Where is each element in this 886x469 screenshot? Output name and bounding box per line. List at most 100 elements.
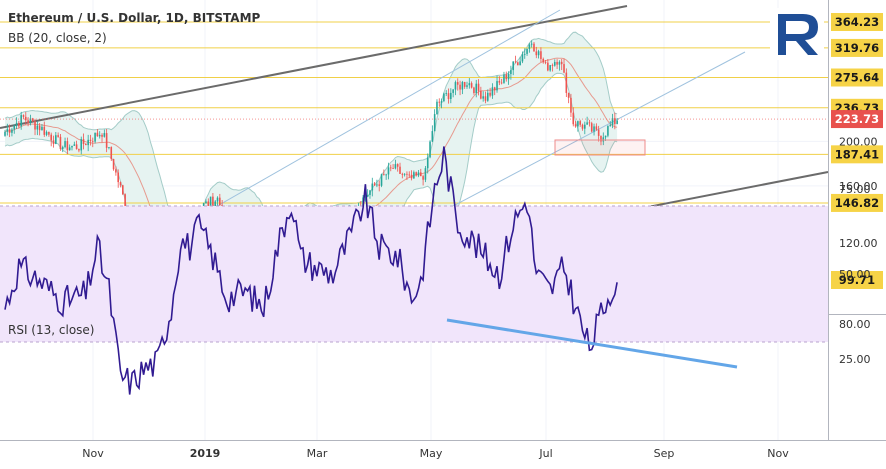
- candle: [577, 120, 579, 132]
- bb-indicator-label: BB (20, close, 2): [8, 31, 107, 45]
- candle: [579, 119, 581, 127]
- current-price-label: 223.73: [835, 112, 879, 126]
- candle-body: [401, 173, 404, 175]
- candle: [48, 131, 50, 137]
- candle: [450, 88, 452, 104]
- candle: [584, 121, 586, 135]
- candle: [392, 164, 394, 170]
- candle-body: [29, 118, 32, 124]
- candle: [96, 129, 99, 137]
- candle-body: [452, 89, 454, 93]
- candle-body: [484, 96, 487, 101]
- candle-body: [34, 121, 36, 130]
- candle: [43, 121, 46, 137]
- candle: [383, 169, 385, 176]
- candle-body: [616, 120, 618, 124]
- candle-body: [207, 201, 210, 206]
- candle: [399, 162, 401, 174]
- candle: [567, 92, 570, 104]
- candle-body: [443, 93, 445, 102]
- candle-body: [526, 48, 528, 54]
- candle-body: [66, 141, 69, 151]
- candle-body: [510, 70, 512, 75]
- candle-body: [392, 168, 394, 169]
- channel-upper-outer-line[interactable]: [0, 5, 628, 129]
- candle-body: [22, 115, 25, 117]
- candle-body: [366, 194, 369, 197]
- candle: [403, 173, 406, 177]
- candle: [80, 136, 83, 155]
- candle: [91, 137, 94, 148]
- candle: [528, 42, 531, 53]
- candle-body: [73, 144, 76, 146]
- candle: [41, 124, 43, 131]
- candle: [537, 49, 540, 59]
- candle-body: [422, 176, 424, 180]
- candle-body: [438, 101, 441, 103]
- candle-body: [216, 197, 219, 202]
- candle: [101, 133, 103, 143]
- candle-body: [55, 135, 57, 144]
- candle-body: [433, 114, 436, 132]
- candle-body: [61, 147, 64, 149]
- candle: [385, 173, 387, 180]
- candle: [85, 143, 87, 146]
- level-label: 319.76: [835, 41, 879, 55]
- candle: [496, 75, 498, 93]
- candle-body: [577, 121, 579, 127]
- candle-body: [480, 90, 482, 99]
- candle: [417, 170, 420, 178]
- candle-body: [96, 132, 99, 137]
- candle-body: [461, 81, 464, 90]
- candle: [29, 114, 32, 126]
- candle: [422, 174, 424, 186]
- candle-body: [530, 43, 533, 45]
- candle-body: [112, 159, 115, 170]
- candle-body: [389, 167, 392, 169]
- rsi-tick-label: 75.00: [839, 183, 871, 196]
- rsi-divergence-trendline[interactable]: [446, 318, 738, 369]
- candle-body: [570, 97, 572, 113]
- candle: [586, 116, 588, 125]
- candle-body: [108, 147, 110, 148]
- candle-body: [403, 173, 406, 175]
- candle-body: [91, 140, 94, 142]
- candle-body: [565, 72, 568, 93]
- candle: [491, 83, 494, 99]
- candle-body: [94, 132, 96, 142]
- candle-body: [364, 196, 367, 198]
- candle: [401, 172, 404, 179]
- candle-body: [597, 129, 600, 136]
- candle-body: [523, 53, 526, 55]
- candle-body: [413, 172, 415, 179]
- candle-body: [463, 81, 466, 87]
- candle: [574, 121, 577, 128]
- candle: [498, 76, 501, 86]
- candle: [426, 153, 429, 174]
- candle: [486, 89, 489, 102]
- candle: [389, 164, 392, 172]
- candle: [112, 158, 115, 171]
- candle-body: [31, 118, 34, 122]
- candle: [523, 48, 526, 59]
- candle: [436, 99, 438, 115]
- candle-body: [500, 82, 503, 84]
- highlight-zone[interactable]: [554, 139, 646, 156]
- candle-body: [214, 201, 217, 207]
- candle: [424, 166, 427, 183]
- candle: [20, 111, 22, 130]
- candle-body: [450, 92, 452, 99]
- candle: [544, 60, 547, 65]
- candle-body: [75, 144, 78, 150]
- candle-body: [607, 126, 609, 136]
- candle: [380, 173, 383, 188]
- candle-body: [551, 65, 554, 66]
- candle: [373, 181, 376, 186]
- candle-body: [41, 126, 43, 131]
- candle: [87, 134, 89, 152]
- candle: [503, 71, 505, 84]
- candle-body: [517, 62, 519, 66]
- candle: [547, 58, 549, 72]
- level-label: 187.41: [835, 147, 879, 161]
